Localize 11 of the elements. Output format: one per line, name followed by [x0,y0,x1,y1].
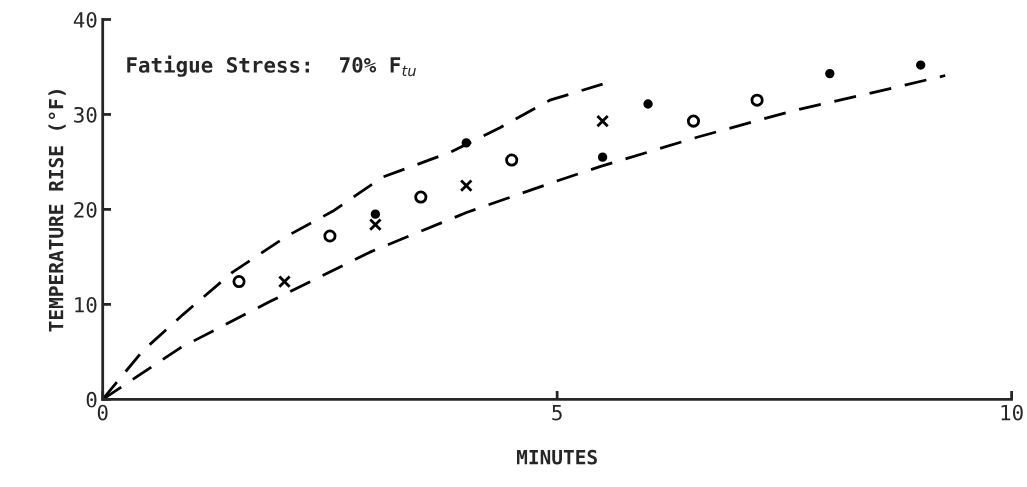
x-tick-label: 0 [97,404,108,421]
x-tick-label: 5 [552,404,562,421]
x-tick-label: 10 [1001,404,1023,421]
y-tick-label: 0 [86,391,97,408]
y-tick-label: 10 [75,296,97,313]
y-tick-label: 30 [74,106,97,123]
y-axis-title: TEMPERATURE RISE (°F) [48,90,66,332]
annotation: Fatigue Stress: 70% F$_{tu}$ [127,55,416,77]
y-tick-label: 40 [73,11,97,28]
x-axis-title: MINUTES [516,449,597,465]
y-tick-label: 20 [74,201,97,218]
